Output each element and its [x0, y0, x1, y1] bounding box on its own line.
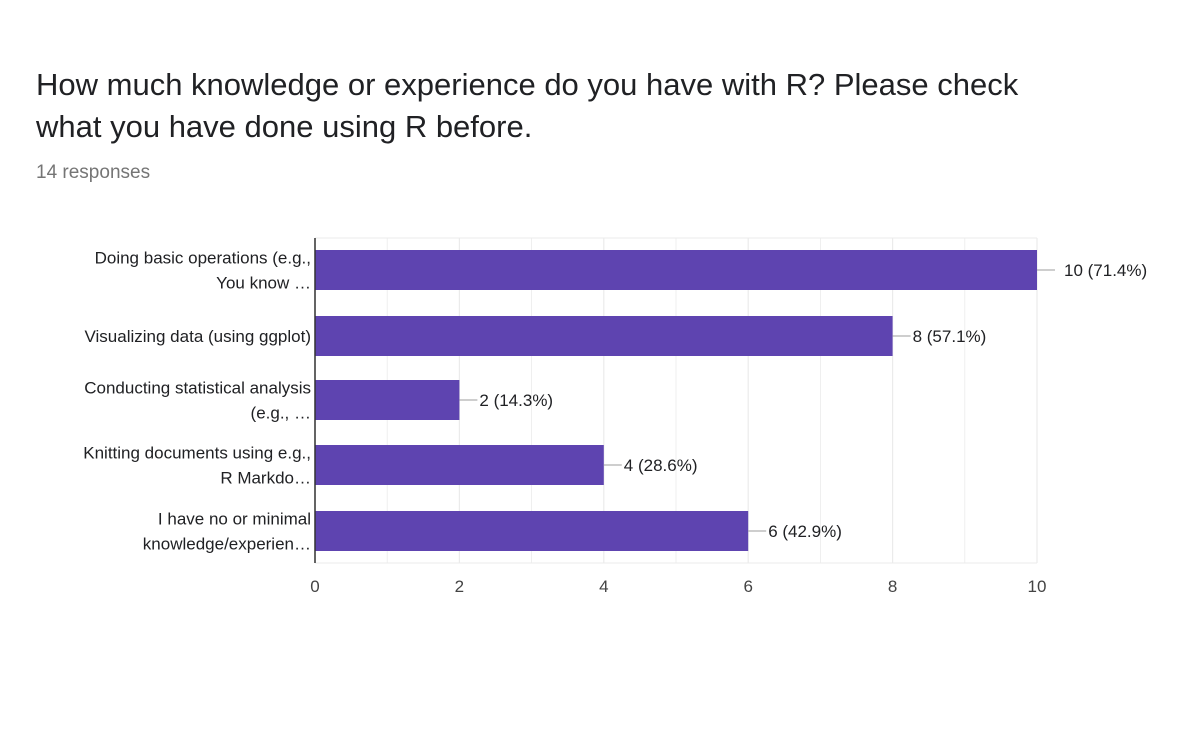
x-tick-label: 10 [1028, 577, 1047, 596]
category-label: Visualizing data (using ggplot) [85, 327, 312, 346]
category-label: I have no or minimal [158, 510, 311, 529]
data-label: 4 (28.6%) [624, 456, 698, 475]
category-label: knowledge/experien… [143, 535, 311, 554]
x-tick-label: 6 [743, 577, 752, 596]
data-labels: 10 (71.4%) 8 (57.1%) 2 (14.3%) 4 (28.6%) 6 (… [459, 261, 1147, 541]
x-tick-label: 8 [888, 577, 897, 596]
bar [315, 380, 460, 420]
bar [315, 445, 604, 485]
data-label: 10 (71.4%) [1064, 261, 1147, 280]
data-label: 2 (14.3%) [479, 391, 553, 410]
category-label: Knitting documents using e.g., [83, 444, 311, 463]
bar [315, 511, 749, 551]
x-tick-label: 4 [599, 577, 608, 596]
x-tick-label: 2 [455, 577, 464, 596]
category-label: Doing basic operations (e.g., [95, 249, 311, 268]
category-label: (e.g., … [251, 404, 311, 423]
data-label: 8 (57.1%) [913, 327, 987, 346]
category-label: R Markdo… [220, 469, 311, 488]
category-label: You know … [216, 274, 311, 293]
x-tick-label: 0 [310, 577, 319, 596]
category-label: Conducting statistical analysis [84, 379, 311, 398]
category-labels: Doing basic operations (e.g., You know … V… [83, 249, 311, 554]
response-count: 14 responses [36, 162, 151, 183]
x-axis-ticks: 0 2 4 6 8 10 [310, 577, 1046, 596]
bar [315, 250, 1037, 290]
bars [315, 250, 1037, 551]
question-title: How much knowledge or experience do you … [36, 67, 1019, 144]
data-label: 6 (42.9%) [768, 522, 842, 541]
bar [315, 316, 893, 356]
